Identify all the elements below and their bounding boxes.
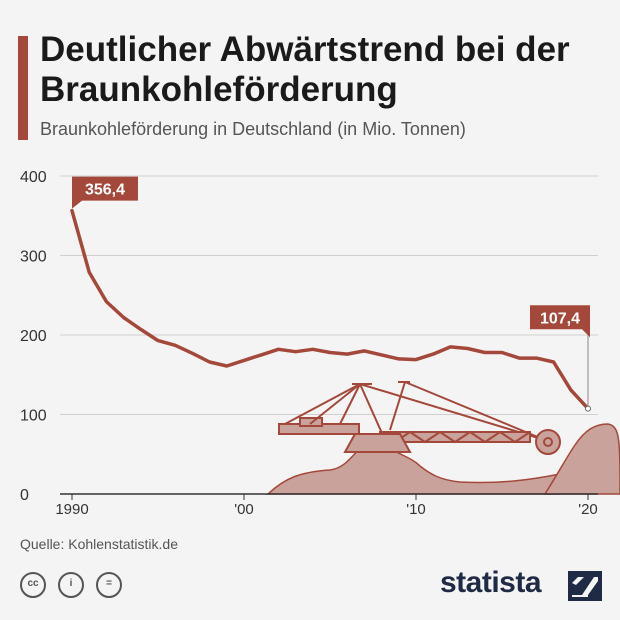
cc-icon[interactable]: cc [20, 572, 46, 598]
by-icon[interactable]: i [58, 572, 84, 598]
annotation-box [530, 305, 590, 338]
y-tick-label: 300 [20, 249, 47, 266]
y-tick-label: 100 [20, 408, 47, 425]
grid-lines [60, 175, 598, 415]
chart-title: Deutlicher Abwärtstrend bei der Braunkoh… [40, 30, 570, 109]
spoil-heap-left [266, 440, 561, 495]
annotation-box [72, 176, 138, 209]
y-tick-label: 0 [20, 487, 29, 504]
source-note: Quelle: Kohlenstatistik.de [20, 536, 178, 552]
annotation-callout: 356,4 [72, 176, 138, 209]
annotation-point [585, 405, 591, 412]
y-tick-label: 200 [20, 328, 47, 345]
statista-logo-icon[interactable] [568, 571, 602, 601]
axes: 0 100 200 300 400 1990 '00 '10 '20 [20, 169, 598, 518]
nd-icon[interactable]: = [96, 572, 122, 598]
accent-bar [18, 36, 28, 140]
line-chart: 0 100 200 300 400 1990 '00 '10 '20 356,4 107,4 [20, 169, 620, 518]
x-tick-label: '20 [578, 501, 598, 518]
bucket-wheel-excavator [278, 381, 561, 455]
annotation-label: 107,4 [540, 310, 580, 327]
annotation-label: 356,4 [85, 182, 125, 199]
statista-logo-text[interactable]: statista [440, 566, 542, 599]
x-tick-label: 1990 [55, 501, 88, 518]
x-tick-label: '10 [406, 501, 426, 518]
spoil-heap-right [543, 423, 620, 495]
annotation-callout: 107,4 [530, 305, 591, 412]
x-tick-label: '00 [234, 501, 254, 518]
series-line-braunkohle [70, 208, 590, 411]
excavator-illustration [266, 381, 620, 495]
chart-subtitle: Braunkohleförderung in Deutschland (in M… [40, 119, 466, 139]
y-tick-label: 400 [20, 169, 47, 186]
annotations: 356,4 107,4 [72, 176, 591, 412]
